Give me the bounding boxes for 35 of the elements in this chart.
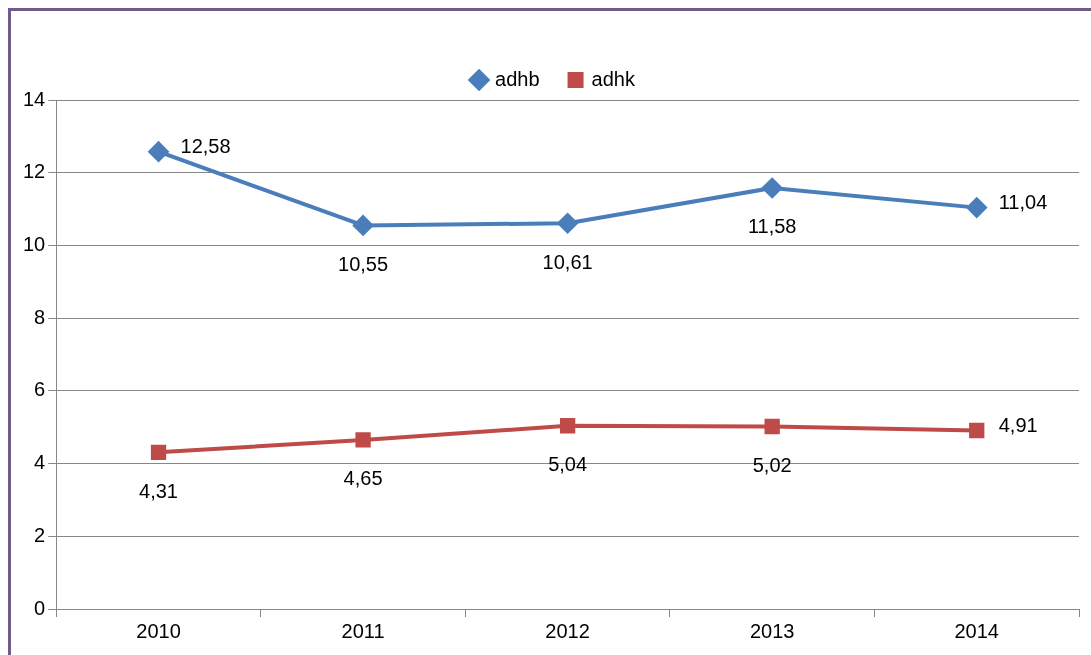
point [762,177,783,198]
y-tick-label: 12 [23,160,46,183]
x-tick-label: 2013 [749,619,795,642]
data-label: 11,04 [998,191,1048,214]
y-tick-label: 0 [34,596,46,619]
y-tick-label: 8 [34,305,46,328]
data-label: 11,58 [747,215,797,238]
data-label: 10,61 [542,250,593,273]
data-label: 12,58 [180,135,231,158]
data-label: 10,55 [338,252,389,275]
point [969,422,985,439]
y-tick-label: 2 [34,523,46,546]
y-tick-label: 4 [34,451,46,474]
legend-label: adhb [495,67,540,90]
point [559,418,576,434]
point [150,444,167,460]
y-tick-label: 10 [23,232,46,255]
legend-label: adhk [591,67,636,90]
x-tick-label: 2012 [545,619,590,642]
y-tick-label: 6 [34,378,46,401]
data-label: 4,91 [998,414,1038,436]
point [764,418,780,435]
point [966,197,987,218]
data-label: 4,65 [343,467,383,490]
point [148,141,169,162]
data-label: 4,31 [139,479,178,502]
data-label: 5,02 [752,454,792,476]
data-label: 5,04 [548,453,588,476]
x-tick-label: 2010 [136,619,181,642]
point [353,215,374,236]
y-tick-label: 14 [23,87,46,110]
point [557,213,578,234]
x-tick-label: 2011 [341,619,385,642]
point [355,432,371,448]
x-tick-label: 2014 [954,619,999,642]
